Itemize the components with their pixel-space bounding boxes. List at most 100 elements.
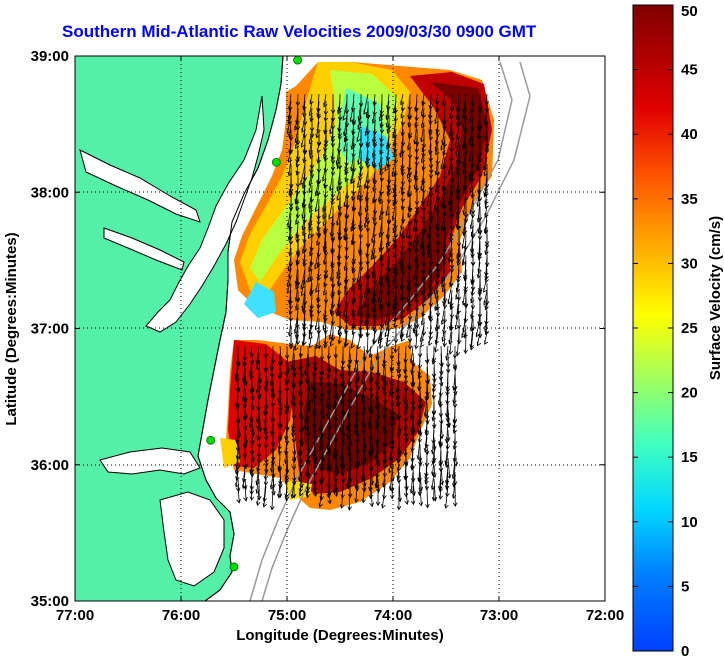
velocity-arrow — [392, 290, 397, 311]
velocity-arrow — [312, 409, 317, 429]
velocity-arrow — [365, 108, 371, 119]
velocity-arrow — [462, 283, 467, 306]
velocity-arrow — [448, 157, 453, 176]
velocity-arrow — [438, 395, 444, 408]
velocity-arrow — [386, 276, 392, 289]
velocity-arrow — [470, 227, 475, 237]
y-tick-label: 39:00 — [31, 48, 69, 65]
velocity-arrow — [295, 157, 300, 168]
colorbar-label: Surface Velocity (cm/s) — [707, 216, 724, 380]
velocity-arrow — [336, 297, 341, 318]
velocity-arrow — [291, 430, 297, 444]
velocity-arrow — [400, 276, 405, 290]
velocity-arrow — [242, 409, 247, 421]
velocity-arrow — [449, 297, 454, 311]
velocity-arrow — [316, 220, 321, 231]
velocity-arrow — [378, 283, 383, 303]
velocity-arrow — [372, 290, 377, 305]
velocity-arrow — [379, 164, 384, 176]
velocity-arrow — [312, 451, 318, 463]
station-marker — [271, 157, 281, 167]
velocity-arrow — [287, 108, 292, 125]
velocity-arrow — [435, 94, 440, 105]
velocity-arrow — [444, 486, 449, 509]
velocity-arrow — [435, 297, 440, 311]
velocity-arrow — [263, 416, 268, 433]
velocity-arrow — [386, 332, 391, 343]
velocity-arrow — [404, 430, 409, 443]
velocity-arrow — [295, 255, 300, 266]
velocity-arrow — [277, 486, 283, 499]
velocity-arrow — [291, 423, 296, 438]
velocity-arrow — [463, 262, 468, 282]
velocity-arrow — [234, 451, 240, 475]
velocity-arrow — [375, 479, 381, 494]
velocity-arrow — [400, 108, 405, 119]
velocity-arrow — [347, 444, 353, 458]
velocity-arrow — [288, 304, 293, 315]
velocity-arrow — [298, 486, 304, 497]
velocity-arrow — [462, 150, 467, 167]
velocity-arrow — [351, 262, 356, 274]
velocity-arrow — [484, 297, 489, 311]
velocity-arrow — [337, 276, 342, 288]
colorbar-tick-label: 0 — [681, 643, 689, 659]
velocity-arrow — [442, 136, 447, 149]
velocity-arrow — [369, 374, 374, 399]
velocity-arrow — [421, 220, 427, 235]
velocity-arrow — [291, 388, 296, 402]
velocity-arrow — [312, 395, 317, 416]
velocity-arrow — [242, 437, 248, 449]
velocity-arrow — [397, 416, 402, 434]
velocity-arrow — [326, 374, 332, 387]
velocity-arrow — [434, 192, 439, 211]
velocity-arrow — [323, 150, 329, 162]
velocity-arrow — [484, 122, 489, 142]
velocity-arrow — [470, 171, 475, 183]
velocity-arrow — [456, 304, 462, 315]
velocity-arrow — [393, 318, 398, 328]
velocity-arrow — [291, 395, 297, 408]
velocity-arrow — [249, 388, 255, 401]
velocity-arrow — [400, 185, 406, 196]
velocity-arrow — [308, 171, 313, 186]
velocity-arrow — [461, 248, 467, 266]
velocity-arrow — [410, 381, 416, 395]
velocity-arrow — [470, 269, 475, 286]
velocity-arrow — [396, 409, 402, 421]
velocity-arrow — [477, 248, 482, 261]
velocity-arrow — [347, 395, 353, 410]
colorbar-tick-label: 35 — [681, 191, 698, 208]
velocity-arrow — [356, 122, 362, 143]
velocity-arrow — [361, 360, 367, 375]
velocity-arrow — [316, 122, 321, 134]
station-marker — [206, 435, 216, 445]
velocity-arrow — [319, 472, 324, 485]
velocity-arrow — [369, 430, 375, 454]
velocity-arrow — [362, 346, 367, 362]
velocity-arrow — [470, 304, 475, 320]
velocity-arrow — [388, 451, 393, 474]
velocity-arrow — [477, 262, 482, 274]
velocity-arrow — [449, 199, 454, 213]
velocity-arrow — [407, 297, 413, 308]
velocity-arrow — [442, 332, 448, 348]
velocity-arrow — [357, 143, 362, 166]
velocity-arrow — [347, 346, 352, 370]
velocity-arrow — [235, 381, 241, 393]
velocity-arrow — [346, 465, 351, 489]
velocity-arrow — [396, 465, 401, 481]
velocity-arrow — [316, 255, 321, 268]
velocity-arrow — [393, 164, 398, 178]
velocity-arrow — [256, 388, 262, 401]
velocity-arrow — [379, 129, 384, 143]
velocity-arrow — [393, 234, 398, 250]
velocity-arrow — [343, 129, 348, 143]
velocity-arrow — [295, 199, 300, 212]
velocity-arrow — [400, 122, 406, 137]
velocity-arrow — [372, 332, 377, 345]
velocity-arrow — [428, 108, 433, 125]
velocity-arrow — [365, 325, 370, 338]
velocity-arrow — [327, 486, 332, 505]
velocity-arrow — [255, 465, 260, 486]
